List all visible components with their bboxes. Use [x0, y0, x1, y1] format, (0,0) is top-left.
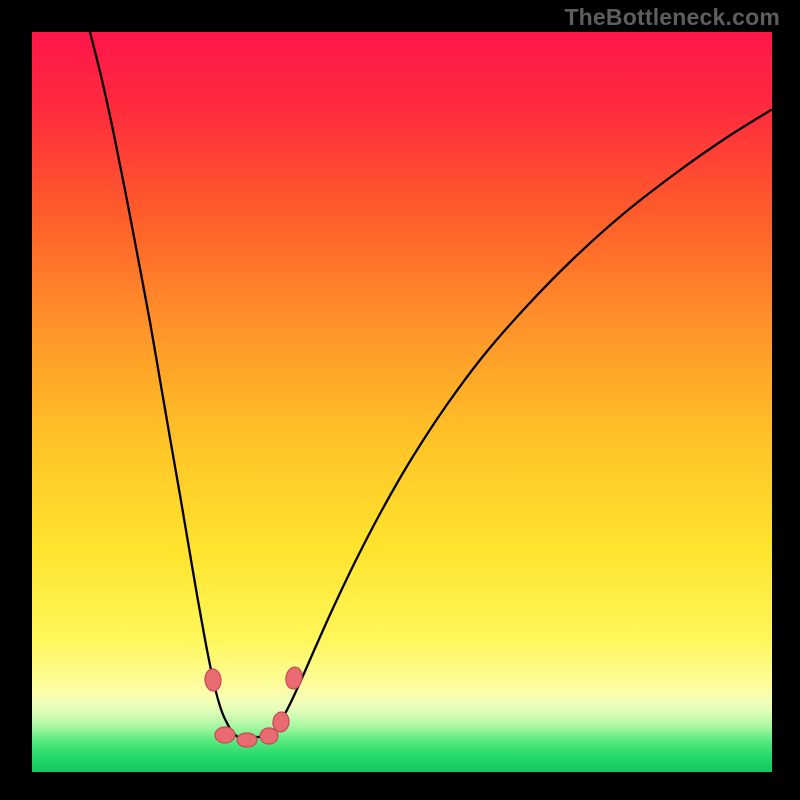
- marker-ellipse: [215, 727, 235, 743]
- marker-ellipse: [237, 733, 257, 747]
- bottleneck-chart: [0, 0, 800, 800]
- marker-ellipse: [260, 728, 278, 744]
- watermark-text: TheBottleneck.com: [564, 4, 780, 31]
- plot-background: [32, 32, 772, 772]
- chart-wrapper: TheBottleneck.com: [0, 0, 800, 800]
